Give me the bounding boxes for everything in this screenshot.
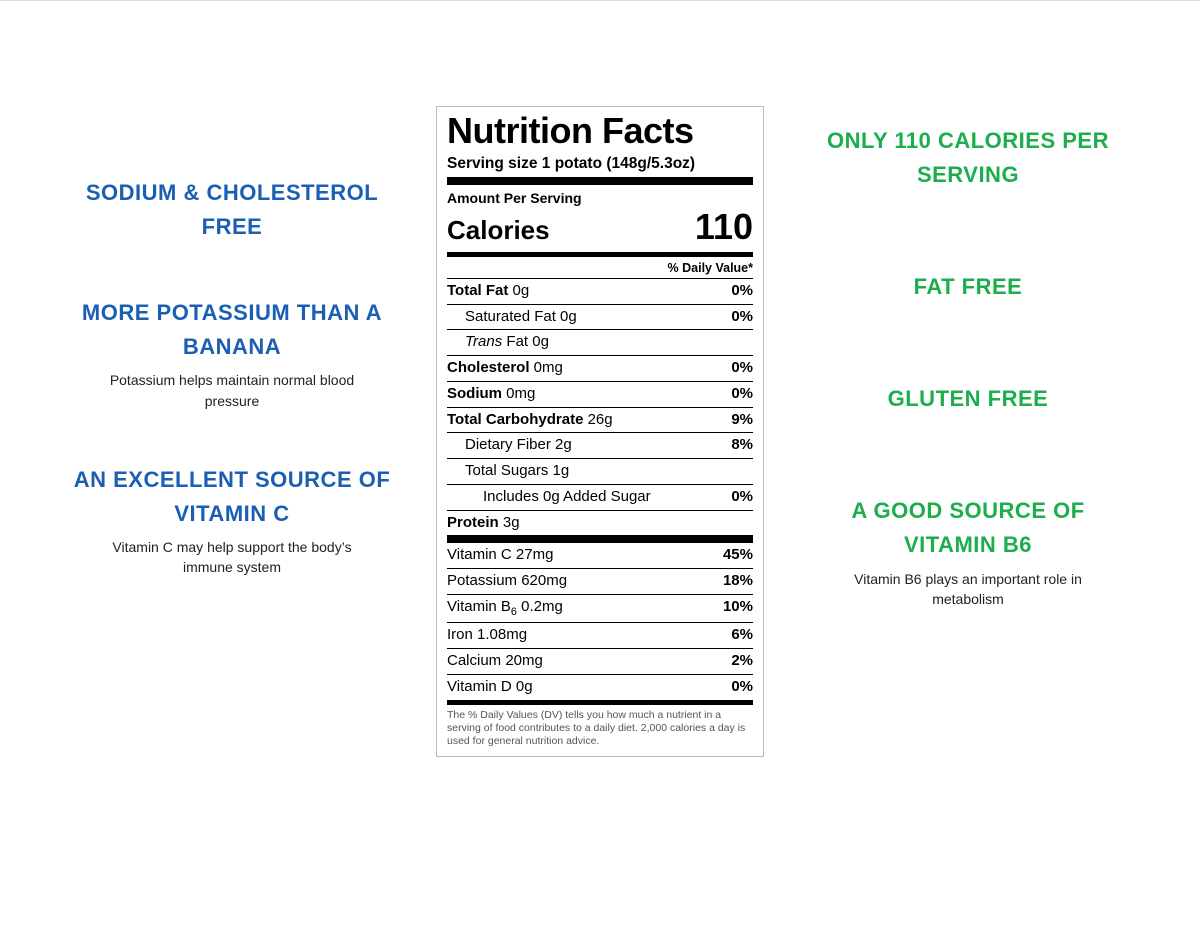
layout-3col: SODIUM & CHOLESTEROL FREE MORE POTASSIUM… [0,1,1200,757]
claim-subtext: Potassium helps maintain normal blood pr… [70,370,394,411]
claim-title: AN EXCELLENT SOURCE OF VITAMIN C [70,463,394,531]
claim-fatfree: FAT FREE [806,270,1130,304]
nf-nutrient-row: Protein 3g [447,511,753,544]
claim-title: A GOOD SOURCE OF VITAMIN B6 [806,494,1130,562]
nf-calories-value: 110 [695,206,753,248]
nf-nutrient-row: Total Fat 0g0% [447,279,753,305]
nf-nutrient-row: Includes 0g Added Sugar0% [447,485,753,511]
nf-vitamin-row: Vitamin B6 0.2mg10% [447,595,753,623]
claim-subtext: Vitamin B6 plays an important role in me… [806,569,1130,610]
nf-vitamin-row: Potassium 620mg18% [447,569,753,595]
left-claims-col: SODIUM & CHOLESTEROL FREE MORE POTASSIUM… [60,106,404,630]
nf-vitamin-row: Vitamin C 27mg45% [447,543,753,569]
nf-serving-size: Serving size 1 potato (148g/5.3oz) [447,152,753,185]
claim-sodium-chol: SODIUM & CHOLESTEROL FREE [70,176,394,244]
nf-title: Nutrition Facts [447,113,753,152]
claim-title: MORE POTASSIUM THAN A BANANA [70,296,394,364]
claim-title: SODIUM & CHOLESTEROL FREE [70,176,394,244]
nf-nutrient-row: Total Sugars 1g [447,459,753,485]
nf-nutrient-row: Total Carbohydrate 26g9% [447,408,753,434]
nf-vitamins: Vitamin C 27mg45%Potassium 620mg18%Vitam… [447,543,753,704]
nf-nutrient-row: Dietary Fiber 2g8% [447,433,753,459]
nf-nutrient-row: Trans Fat 0g [447,330,753,356]
claim-subtext: Vitamin C may help support the body’s im… [70,537,394,578]
claim-glutenfree: GLUTEN FREE [806,382,1130,416]
claim-b6: A GOOD SOURCE OF VITAMIN B6 Vitamin B6 p… [806,494,1130,609]
nf-calories-row: Calories 110 [447,206,753,257]
right-claims-col: ONLY 110 CALORIES PER SERVING FAT FREE G… [796,106,1140,687]
claim-title: GLUTEN FREE [806,382,1130,416]
nf-nutrient-row: Sodium 0mg0% [447,382,753,408]
claim-calories: ONLY 110 CALORIES PER SERVING [806,124,1130,192]
claim-title: ONLY 110 CALORIES PER SERVING [806,124,1130,192]
nf-amount-per-serving: Amount Per Serving [447,185,753,206]
nf-main-nutrients: Total Fat 0g0%Saturated Fat 0g0%Trans Fa… [447,279,753,544]
nutrition-facts-label: Nutrition Facts Serving size 1 potato (1… [436,106,764,757]
nf-vitamin-row: Calcium 20mg2% [447,649,753,675]
nf-nutrient-row: Cholesterol 0mg0% [447,356,753,382]
nf-dv-header: % Daily Value* [447,257,753,279]
nf-footnote: The % Daily Values (DV) tells you how mu… [447,705,753,748]
nf-calories-label: Calories [447,215,550,246]
nf-vitamin-row: Vitamin D 0g0% [447,675,753,705]
claim-title: FAT FREE [806,270,1130,304]
claim-vitc: AN EXCELLENT SOURCE OF VITAMIN C Vitamin… [70,463,394,578]
nf-nutrient-row: Saturated Fat 0g0% [447,305,753,331]
nf-vitamin-row: Iron 1.08mg6% [447,623,753,649]
claim-potassium: MORE POTASSIUM THAN A BANANA Potassium h… [70,296,394,411]
